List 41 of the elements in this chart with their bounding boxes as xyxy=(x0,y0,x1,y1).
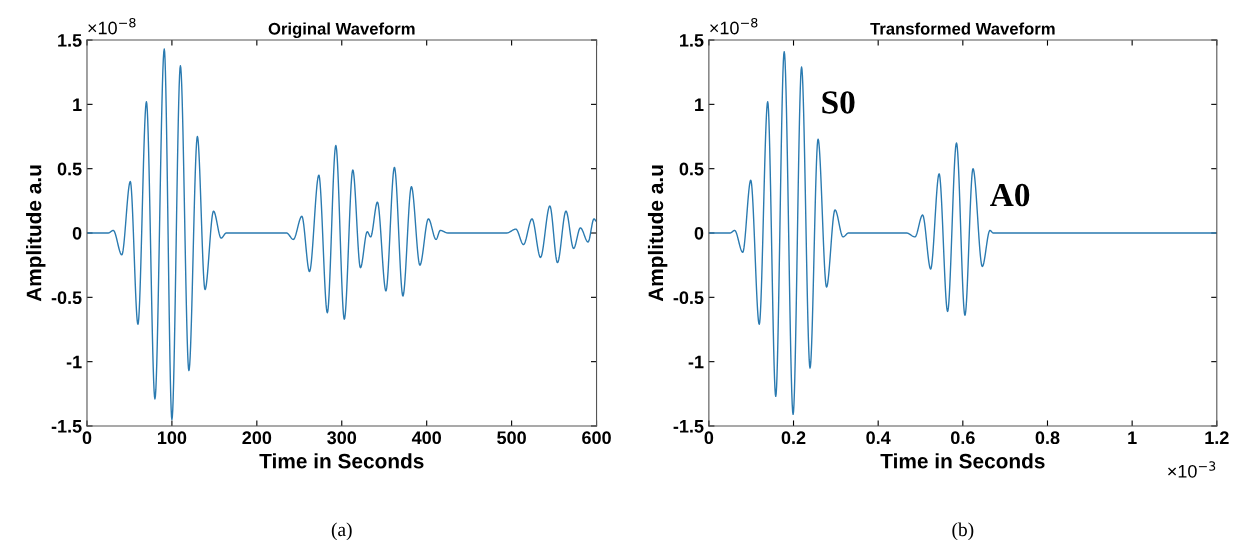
x-tick-label: 400 xyxy=(411,431,442,445)
y-tick-label: 1.5 xyxy=(58,34,82,47)
text: ×10$^{−8}$ xyxy=(88,17,136,35)
annotation: A0 xyxy=(990,183,1030,207)
y-tick-label: 0.5 xyxy=(679,162,704,176)
y-tick-label: -1 xyxy=(66,355,82,369)
y-tick-label: -0.5 xyxy=(51,291,82,305)
x-tick-label: 200 xyxy=(242,431,272,445)
y-tick-label: 1.5 xyxy=(680,34,704,47)
x-tick-label: 1.2 xyxy=(1205,431,1229,444)
y-tick-label: 1 xyxy=(73,98,82,111)
x-tick-label: 1 xyxy=(1128,431,1137,444)
x-tick-label: 0.4 xyxy=(866,431,891,445)
x-tick-label: 0 xyxy=(704,431,714,445)
text: ×10$^{−8}$ xyxy=(710,17,758,35)
y-tick-label: -1.5 xyxy=(51,420,82,433)
y-tick-label: 0 xyxy=(694,226,704,240)
x-tick-label: 300 xyxy=(327,431,357,445)
y-tick-label: -1 xyxy=(688,355,704,369)
y-tick-label: 0.5 xyxy=(57,162,82,176)
y-tick-label: 1 xyxy=(695,98,704,111)
text: (a) xyxy=(331,522,352,541)
text: ×10$^{−3}$ xyxy=(1168,461,1216,478)
y-tick-label: -1.5 xyxy=(673,420,704,433)
x-tick-label: 0 xyxy=(82,431,92,445)
x-tick-label: 0.8 xyxy=(1035,431,1060,445)
annotation: S0 xyxy=(822,91,855,114)
y-tick-label: 0 xyxy=(72,226,82,240)
y-tick-label: -0.5 xyxy=(673,291,704,305)
y-axis-title: Amplitude a.u xyxy=(647,165,668,302)
x-axis-title: Time in Seconds xyxy=(259,453,424,469)
x-tick-label: 500 xyxy=(497,431,526,445)
chart-title: Transformed Waveform xyxy=(870,22,1055,35)
x-axis-title: Time in Seconds xyxy=(880,453,1045,469)
x-tick-label: 0.2 xyxy=(781,431,806,445)
x-tick-label: 100 xyxy=(157,431,187,445)
chart-title: Original Waveform xyxy=(268,22,415,39)
y-axis-title: Amplitude a.u xyxy=(26,165,46,302)
text: (b) xyxy=(952,522,974,541)
x-tick-label: 0.6 xyxy=(951,431,975,445)
x-tick-label: 600 xyxy=(582,431,611,445)
